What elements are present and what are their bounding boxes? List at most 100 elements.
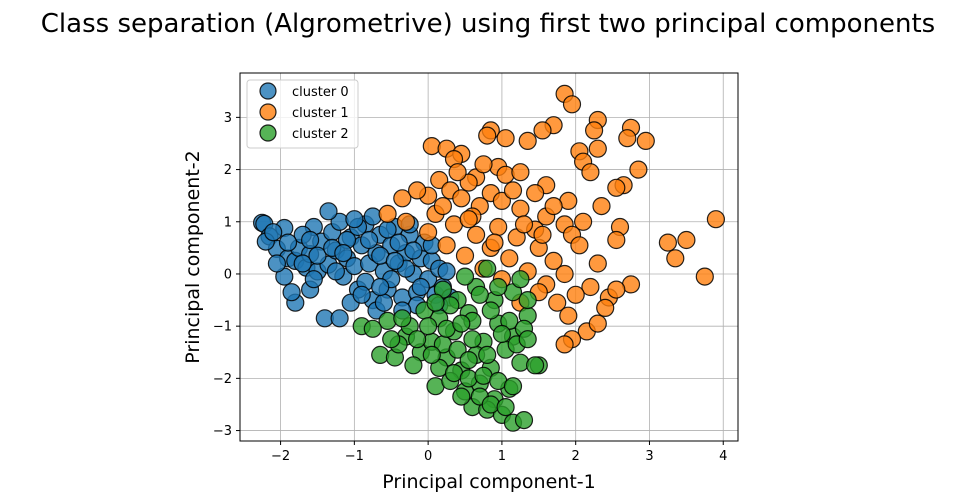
y-tick-label: 0 [224,267,232,282]
data-point-cluster-1 [430,170,449,190]
data-point-cluster-1 [548,293,567,312]
data-point-cluster-2 [511,353,530,372]
data-point-cluster-0 [326,262,345,281]
data-point-cluster-1 [467,225,486,244]
data-point-cluster-1 [393,189,412,208]
x-tick-label: −2 [271,449,290,464]
data-point-cluster-1 [448,163,467,182]
data-point-cluster-1 [555,264,574,284]
y-axis-ticks: −3 −2 −1 0 1 2 3 [213,111,240,439]
data-point-cluster-2 [463,330,482,349]
data-point-cluster-0 [389,233,408,252]
data-point-cluster-1 [658,233,678,252]
data-point-cluster-2 [371,345,390,364]
data-point-cluster-1 [618,129,637,148]
data-point-cluster-0 [301,230,320,250]
data-point-cluster-1 [489,217,508,237]
data-point-cluster-2 [382,330,401,349]
data-point-cluster-2 [481,395,500,414]
data-point-cluster-1 [511,163,530,182]
data-point-cluster-1 [573,212,593,231]
x-tick-label: 4 [719,449,727,464]
data-point-cluster-1 [408,181,427,200]
legend-label-cluster-1: cluster 1 [292,106,349,121]
data-point-cluster-0 [363,207,382,226]
data-point-cluster-1 [584,121,604,140]
legend-label-cluster-2: cluster 2 [292,127,349,142]
data-points [253,84,726,432]
data-point-cluster-2 [478,345,497,364]
data-point-cluster-1 [503,181,523,200]
data-point-cluster-0 [437,262,456,281]
data-point-cluster-0 [352,285,371,304]
y-tick-label: 3 [224,111,232,126]
data-point-cluster-2 [393,309,412,328]
data-point-cluster-1 [459,210,478,229]
data-point-cluster-1 [496,165,515,184]
data-point-cluster-1 [607,280,626,299]
data-point-cluster-2 [518,330,537,349]
y-tick-label: −3 [213,424,232,439]
data-point-cluster-2 [455,267,475,286]
y-tick-label: 1 [224,215,232,230]
data-point-cluster-0 [345,210,364,229]
plot-frame [239,72,739,442]
y-tick-label: −1 [213,320,232,335]
data-point-cluster-1 [496,129,515,148]
data-point-cluster-0 [334,244,353,263]
data-point-cluster-1 [592,197,611,216]
data-point-cluster-1 [433,197,452,216]
data-point-cluster-1 [596,298,615,317]
data-point-cluster-0 [304,270,323,289]
data-point-cluster-2 [525,356,545,375]
legend-marker-cluster-1 [259,103,277,121]
data-point-cluster-2 [478,259,497,278]
data-point-cluster-1 [607,178,626,197]
data-point-cluster-1 [588,314,607,333]
data-point-cluster-1 [562,95,582,114]
data-point-cluster-1 [566,285,585,304]
data-point-cluster-1 [570,236,589,255]
data-point-cluster-0 [371,277,390,297]
data-point-cluster-1 [533,225,552,244]
data-point-cluster-1 [581,163,600,182]
data-point-cluster-1 [459,173,478,192]
data-point-cluster-0 [385,251,404,270]
data-point-cluster-1 [478,126,497,145]
data-point-cluster-1 [559,306,578,325]
legend: cluster 0 cluster 1 cluster 2 [246,79,359,149]
chart-title: Class separation (Algrometrive) using fi… [41,9,935,39]
data-point-cluster-1 [514,215,534,234]
data-point-cluster-0 [374,293,393,312]
data-point-cluster-2 [408,330,427,349]
data-point-cluster-0 [282,283,301,302]
data-point-cluster-0 [319,202,338,221]
y-axis-label: Principal component-2 [182,150,204,363]
data-point-cluster-1 [525,184,545,203]
x-tick-label: 1 [498,449,506,464]
data-point-cluster-2 [511,270,530,289]
data-point-cluster-2 [441,296,460,315]
data-point-cluster-1 [422,137,441,156]
data-point-cluster-2 [459,369,478,388]
data-point-cluster-2 [448,340,467,359]
data-point-cluster-1 [544,197,563,216]
data-point-cluster-0 [267,254,286,273]
data-point-cluster-2 [492,324,511,344]
x-tick-label: 0 [424,449,432,464]
y-tick-label: 2 [224,163,232,178]
data-point-cluster-2 [503,377,523,396]
data-point-cluster-2 [452,314,471,333]
x-tick-label: 2 [572,449,580,464]
data-point-cluster-1 [666,249,685,268]
data-point-cluster-1 [378,204,397,223]
x-tick-label: −1 [345,449,364,464]
data-point-cluster-2 [489,277,508,297]
data-point-cluster-1 [706,210,726,229]
data-point-cluster-2 [404,356,423,375]
data-point-cluster-1 [588,254,607,273]
data-point-cluster-1 [419,223,438,242]
data-point-cluster-1 [544,251,563,270]
data-point-cluster-2 [470,285,489,304]
